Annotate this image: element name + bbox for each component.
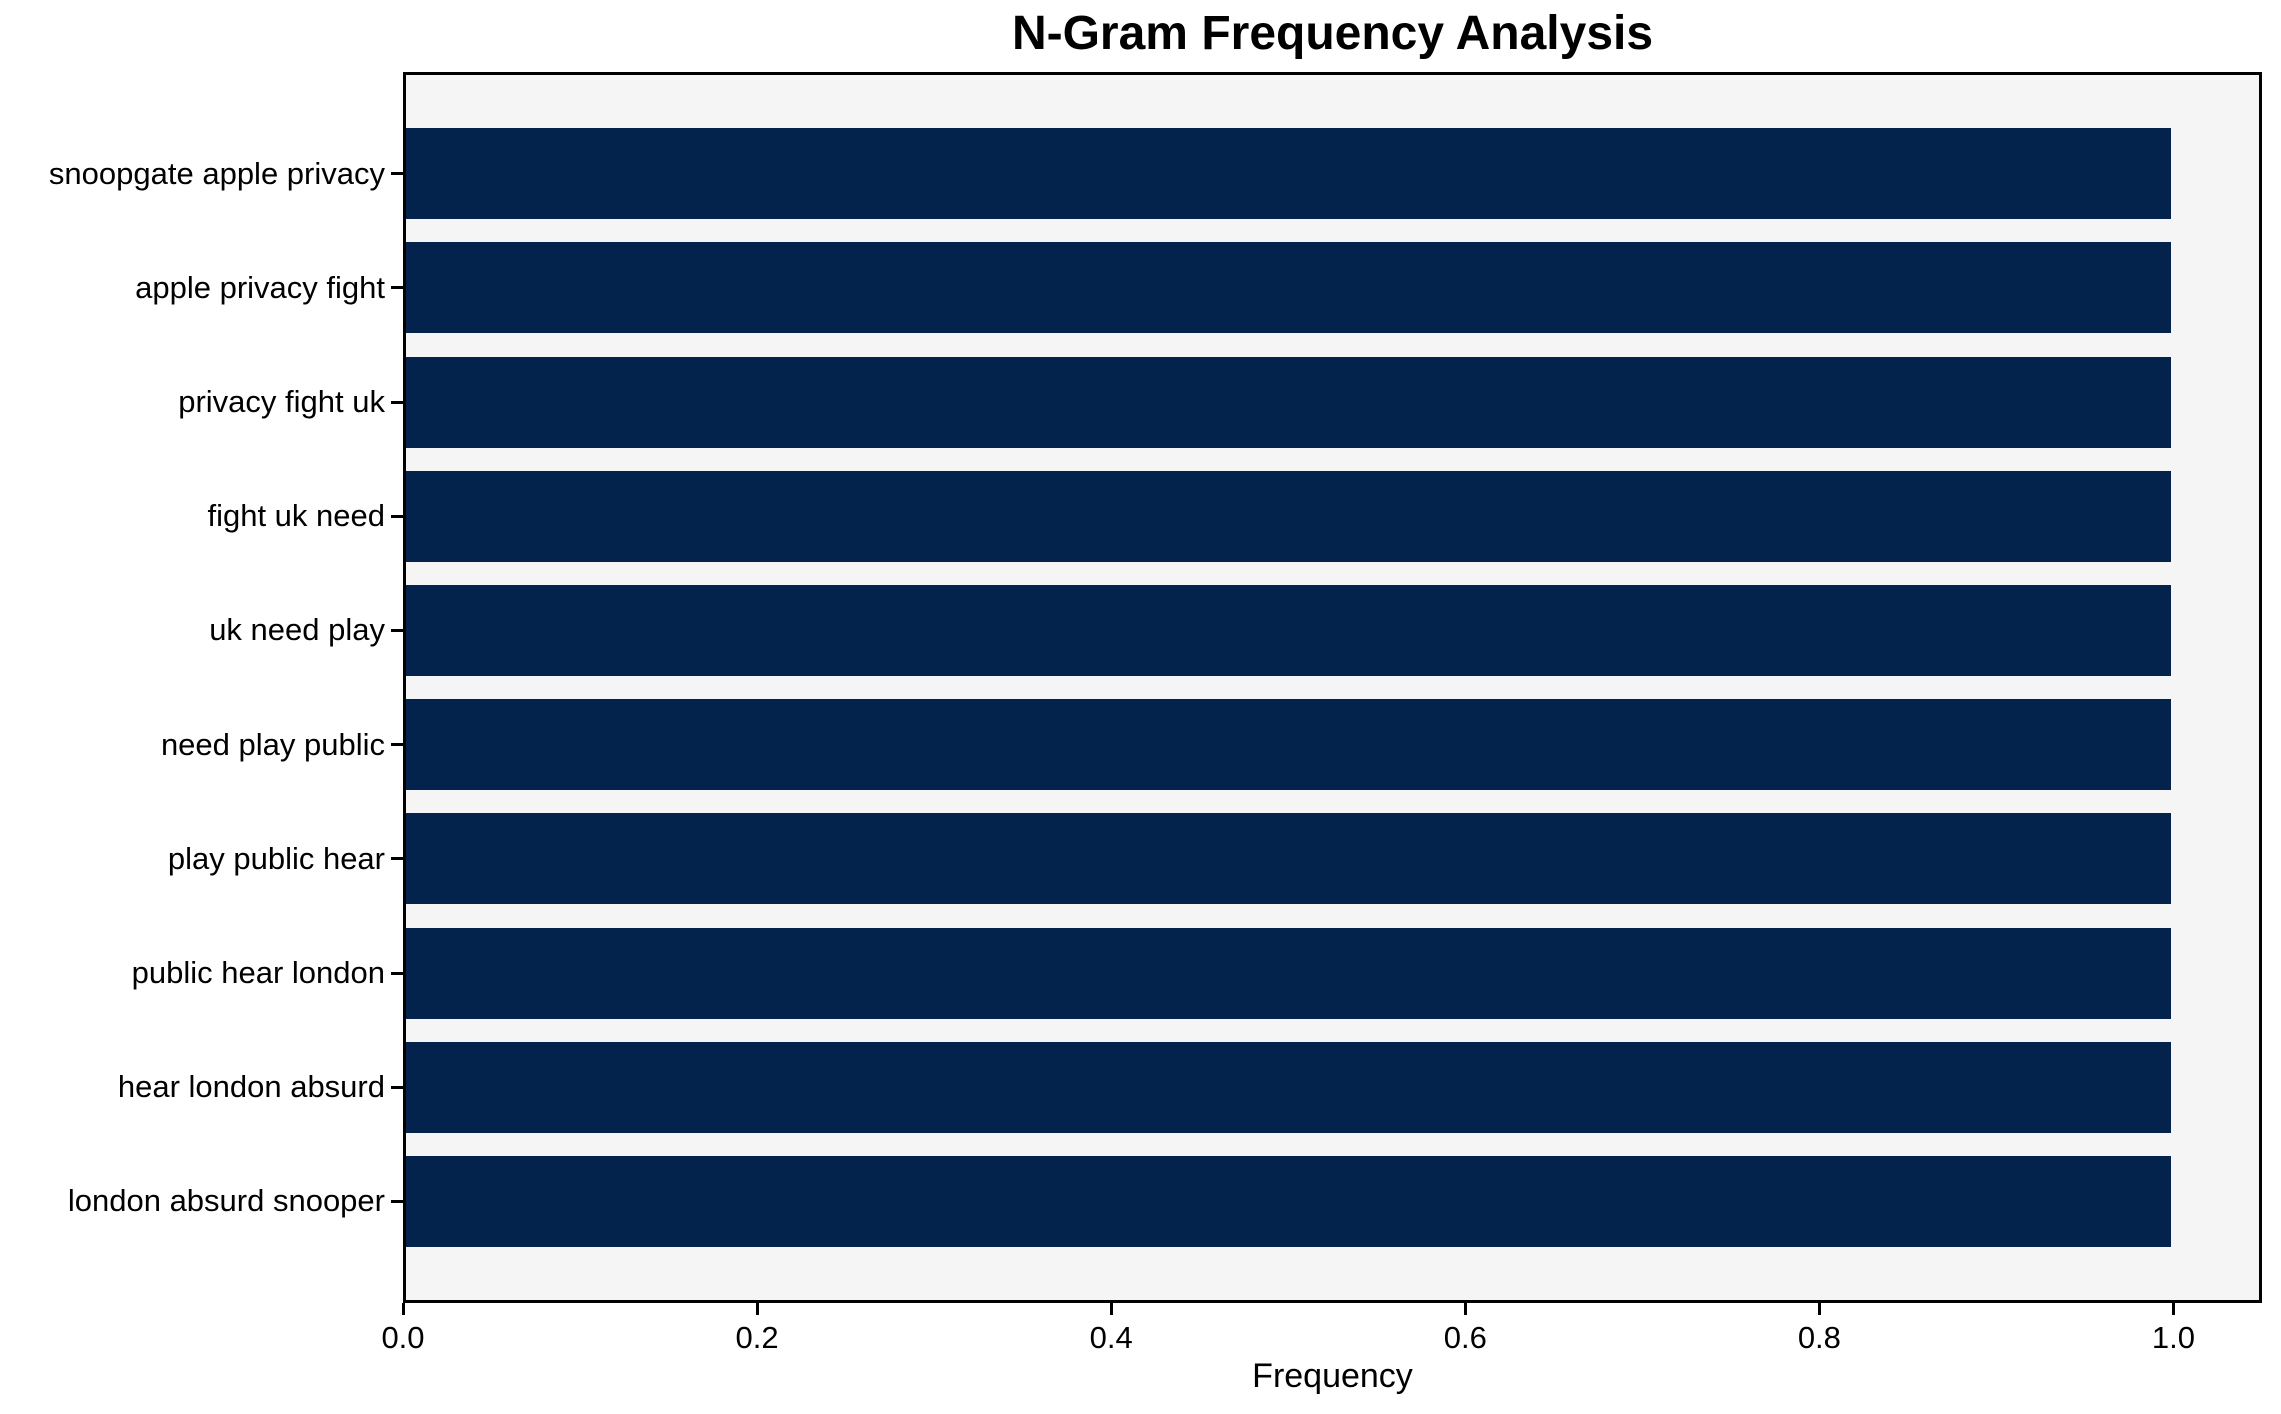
y-tick-mark <box>391 400 403 404</box>
y-tick-label: public hear london <box>131 955 385 990</box>
y-tick-label: snoopgate apple privacy <box>48 155 385 191</box>
y-tick-label: fight uk need <box>207 498 385 534</box>
bar <box>406 1155 2171 1247</box>
bar <box>406 128 2171 220</box>
y-tick-mark <box>391 172 403 176</box>
x-tick-label: 0.6 <box>1443 1320 1487 1355</box>
bar <box>406 927 2171 1019</box>
y-tick-mark <box>391 1199 403 1203</box>
x-axis-label: Frequency <box>1252 1357 1413 1395</box>
y-tick-label: apple privacy fight <box>135 269 385 305</box>
y-tick-mark <box>391 743 403 747</box>
bar <box>406 470 2171 562</box>
x-tick-mark <box>1109 1303 1113 1315</box>
plot-area <box>403 72 2262 1303</box>
y-tick-mark <box>391 971 403 975</box>
y-tick-label: privacy fight uk <box>178 384 385 419</box>
x-tick-mark <box>1817 1303 1821 1315</box>
y-tick-label: need play public <box>160 726 385 762</box>
x-tick-mark <box>1463 1303 1467 1315</box>
bar <box>406 242 2171 334</box>
y-tick-label: london absurd snooper <box>67 1183 385 1219</box>
bar <box>406 813 2171 905</box>
x-tick-label: 0.8 <box>1797 1320 1841 1355</box>
y-tick-mark <box>391 628 403 632</box>
y-tick-label: uk need play <box>209 612 385 648</box>
y-tick-mark <box>391 857 403 861</box>
y-tick-label: hear london absurd <box>117 1069 385 1105</box>
y-tick-mark <box>391 1085 403 1089</box>
bar <box>406 356 2171 448</box>
y-tick-mark <box>391 286 403 290</box>
x-tick-mark <box>755 1303 759 1315</box>
y-tick-label: play public hear <box>167 840 385 876</box>
x-tick-label: 0.2 <box>735 1320 779 1355</box>
x-tick-label: 0.0 <box>381 1320 425 1355</box>
x-tick-mark <box>401 1303 405 1315</box>
bar <box>406 584 2171 676</box>
chart-title: N-Gram Frequency Analysis <box>1011 7 1654 60</box>
x-tick-label: 1.0 <box>2151 1320 2196 1355</box>
x-tick-mark <box>2171 1303 2175 1315</box>
y-tick-mark <box>391 514 403 518</box>
x-tick-label: 0.4 <box>1089 1320 1133 1355</box>
bar <box>406 699 2171 791</box>
bar <box>406 1041 2171 1133</box>
